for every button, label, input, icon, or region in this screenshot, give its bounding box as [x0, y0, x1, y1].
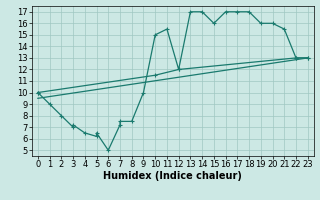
- X-axis label: Humidex (Indice chaleur): Humidex (Indice chaleur): [103, 171, 242, 181]
